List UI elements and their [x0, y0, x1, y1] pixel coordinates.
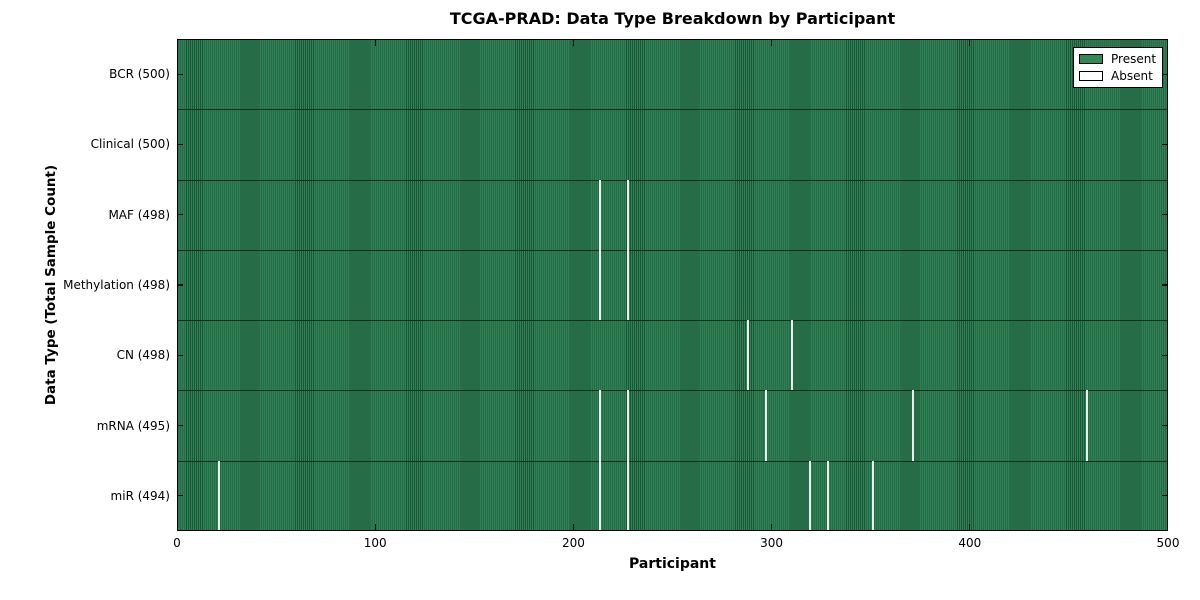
row-MAF	[177, 179, 1168, 250]
y-tick	[1162, 354, 1168, 356]
row-separator	[177, 249, 1168, 251]
row-separator	[177, 109, 1168, 111]
row-CN	[177, 320, 1168, 391]
y-tick	[177, 495, 183, 497]
x-tick	[374, 524, 376, 530]
x-tick	[572, 40, 574, 46]
y-tick-label: MAF (498)	[108, 207, 170, 222]
absent-line-miR-213	[598, 460, 601, 531]
x-tick-label: 400	[958, 536, 982, 550]
absent-line-CN-310	[791, 320, 794, 391]
absent-line-Methylation-227	[626, 249, 629, 321]
row-separator	[177, 320, 1168, 322]
y-tick	[1162, 214, 1168, 216]
legend-swatch-present	[1079, 54, 1103, 64]
y-tick	[1162, 495, 1168, 497]
absent-line-miR-328	[826, 460, 829, 531]
x-tick-label: 500	[1156, 536, 1180, 550]
x-tick-label: 300	[760, 536, 784, 550]
y-tick	[1162, 284, 1168, 286]
y-tick	[177, 214, 183, 216]
absent-line-mRNA-297	[765, 390, 768, 461]
row-separator	[177, 179, 1168, 181]
y-tick	[177, 354, 183, 356]
absent-line-Methylation-213	[598, 249, 601, 321]
x-tick	[969, 524, 971, 530]
y-tick-label: miR (494)	[110, 488, 170, 503]
x-tick	[1167, 524, 1168, 530]
y-tick	[177, 73, 183, 75]
x-tick-label: 100	[363, 536, 387, 550]
row-separator	[177, 460, 1168, 462]
absent-line-miR-319	[808, 460, 811, 531]
x-tick	[969, 40, 971, 46]
y-tick-label: mRNA (495)	[96, 418, 170, 433]
y-tick-label: Clinical (500)	[90, 137, 170, 152]
y-axis-label: Data Type (Total Sample Count)	[43, 164, 59, 406]
x-axis-label: Participant	[629, 556, 716, 572]
absent-line-mRNA-213	[598, 390, 601, 461]
x-tick	[771, 524, 773, 530]
absent-line-mRNA-459	[1086, 390, 1089, 461]
row-separator	[177, 390, 1168, 392]
y-tick	[1162, 424, 1168, 427]
chart-title: TCGA-PRAD: Data Type Breakdown by Partic…	[449, 9, 896, 28]
y-tick	[1162, 73, 1168, 75]
absent-line-CN-288	[747, 320, 750, 391]
y-tick-label: BCR (500)	[109, 67, 170, 82]
y-tick	[177, 284, 183, 286]
row-mRNA	[177, 390, 1168, 461]
legend: Present Absent	[1073, 47, 1163, 88]
x-tick-label: 0	[173, 536, 181, 550]
x-tick	[177, 40, 178, 46]
y-tick	[177, 424, 183, 427]
row-Clinical	[177, 109, 1168, 179]
plot-area	[177, 39, 1168, 531]
x-tick	[572, 524, 574, 530]
row-miR	[177, 460, 1168, 531]
x-tick	[771, 40, 773, 46]
legend-swatch-absent	[1079, 71, 1103, 81]
y-tick	[177, 143, 183, 146]
legend-label-absent: Absent	[1111, 69, 1153, 83]
absent-line-miR-351	[872, 460, 875, 531]
legend-entry-absent: Absent	[1079, 69, 1157, 83]
absent-line-miR-227	[626, 460, 629, 531]
absent-line-mRNA-227	[626, 390, 629, 461]
x-tick-label: 200	[561, 536, 585, 550]
absent-line-miR-21	[218, 460, 221, 531]
y-tick-label: CN (498)	[116, 348, 170, 363]
absent-line-MAF-213	[598, 179, 601, 250]
y-tick	[1162, 143, 1168, 146]
row-BCR	[177, 39, 1168, 109]
absent-line-mRNA-371	[911, 390, 914, 461]
x-tick	[1167, 40, 1168, 46]
absent-line-MAF-227	[626, 179, 629, 250]
x-tick	[177, 524, 178, 530]
legend-label-present: Present	[1111, 52, 1157, 66]
row-Methylation	[177, 249, 1168, 321]
legend-entry-present: Present	[1079, 52, 1157, 66]
y-tick-label: Methylation (498)	[63, 278, 170, 292]
x-tick	[374, 40, 376, 46]
